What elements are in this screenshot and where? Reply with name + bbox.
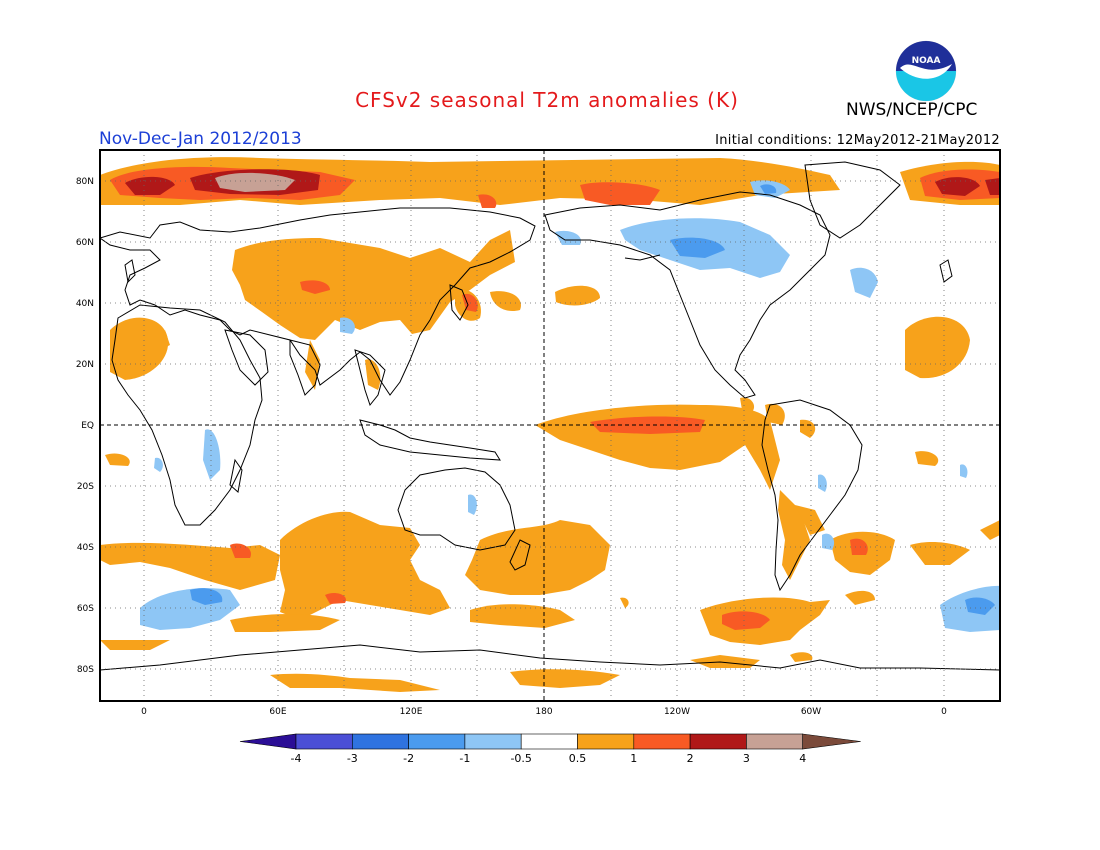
colorbar-swatch (520, 733, 578, 750)
colorbar-swatch (577, 733, 635, 750)
lat-labels: 80N 60N 40N 20N EQ 20S 40S 60S 80S (76, 177, 94, 675)
agency-label: NWS/NCEP/CPC (846, 100, 978, 120)
colorbar-label: 1 (630, 752, 638, 765)
colorbar-arrow-right (802, 733, 861, 750)
lat-label: 20N (76, 360, 94, 370)
colorbar-label: -4 (290, 752, 302, 765)
colorbar-arrow-left (239, 733, 297, 750)
initial-conditions-label: Initial conditions: 12May2012-21May2012 (715, 133, 1000, 148)
colorbar-label: 2 (686, 752, 694, 765)
lon-label: 180 (535, 707, 552, 717)
warm-anomaly-max-layer (215, 172, 295, 192)
colorbar-label: 4 (799, 752, 807, 765)
colorbar-label: -3 (346, 752, 358, 765)
colorbar-swatch (464, 733, 522, 750)
lon-label: 60W (801, 707, 821, 717)
logo-text: NOAA (912, 56, 941, 66)
lon-label: 0 (141, 707, 147, 717)
lon-label: 120W (664, 707, 690, 717)
lon-label: 120E (400, 707, 423, 717)
colorbar-swatch (295, 733, 353, 750)
lat-label: 60S (77, 604, 94, 614)
lat-label: 40S (77, 543, 94, 553)
lon-label: 0 (941, 707, 947, 717)
cold-anomaly-strong-layer (190, 184, 995, 615)
season-label: Nov-Dec-Jan 2012/2013 (99, 129, 302, 149)
colorbar-label: -1 (459, 752, 471, 765)
noaa-logo: NOAA (895, 40, 957, 102)
colorbar-swatch (408, 733, 466, 750)
lat-label: 40N (76, 299, 94, 309)
colorbar-swatch (689, 733, 747, 750)
lat-label: 80N (76, 177, 94, 187)
lat-label: 60N (76, 238, 94, 248)
coastlines (100, 161, 1000, 671)
map-title: CFSv2 seasonal T2m anomalies (K) (355, 88, 739, 112)
lat-label: 80S (77, 665, 94, 675)
colorbar-label: -2 (403, 752, 415, 765)
colorbar-swatch (633, 733, 691, 750)
colorbar-label: 3 (742, 752, 750, 765)
lat-label: 20S (77, 482, 94, 492)
colorbar-label: -0.5 (510, 752, 532, 765)
lon-labels: 0 60E 120E 180 120W 60W 0 (141, 707, 947, 717)
map-frame (99, 149, 1001, 702)
lat-label: EQ (81, 421, 94, 431)
lon-label: 60E (269, 707, 286, 717)
equator-dateline (100, 150, 1000, 701)
colorbar-label: 0.5 (568, 752, 587, 765)
colorbar-swatch (351, 733, 409, 750)
colorbar-swatch (746, 733, 804, 750)
